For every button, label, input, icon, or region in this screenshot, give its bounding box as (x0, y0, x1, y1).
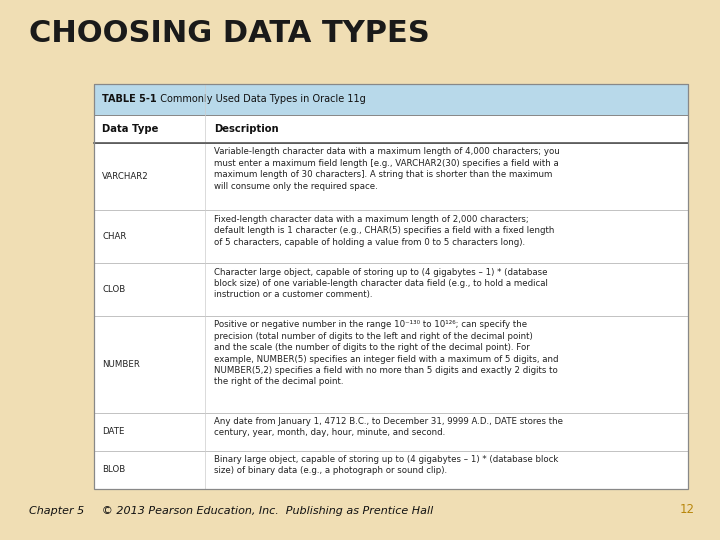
Text: CHAR: CHAR (102, 232, 127, 241)
Bar (94, 84, 688, 115)
Text: DATE: DATE (102, 427, 125, 436)
Text: Any date from January 1, 4712 B.C., to December 31, 9999 A.D., DATE stores the
c: Any date from January 1, 4712 B.C., to D… (214, 417, 563, 437)
Bar (94, 143, 688, 489)
Text: Binary large object, capable of storing up to (4 gigabytes – 1) * (database bloc: Binary large object, capable of storing … (214, 455, 558, 475)
Text: Fixed-length character data with a maximum length of 2,000 characters;
default l: Fixed-length character data with a maxim… (214, 215, 554, 247)
Text: Positive or negative number in the range 10⁻¹³⁰ to 10¹²⁶; can specify the
precis: Positive or negative number in the range… (214, 320, 558, 387)
Text: Chapter 5     © 2013 Pearson Education, Inc.  Publishing as Prentice Hall: Chapter 5 © 2013 Pearson Education, Inc.… (29, 505, 433, 516)
Text: Data Type: Data Type (102, 124, 158, 134)
Text: Description: Description (214, 124, 279, 134)
Text: Character large object, capable of storing up to (4 gigabytes – 1) * (database
b: Character large object, capable of stori… (214, 267, 548, 299)
Bar (94, 115, 688, 143)
Bar (94, 84, 688, 489)
Text: 12: 12 (680, 503, 695, 516)
Text: CLOB: CLOB (102, 285, 125, 294)
Text: TABLE 5-1: TABLE 5-1 (102, 94, 157, 104)
Text: CHOOSING DATA TYPES: CHOOSING DATA TYPES (29, 19, 430, 48)
Text: Commonly Used Data Types in Oracle 11g: Commonly Used Data Types in Oracle 11g (154, 94, 366, 104)
Text: BLOB: BLOB (102, 465, 125, 474)
Text: Variable-length character data with a maximum length of 4,000 characters; you
mu: Variable-length character data with a ma… (214, 147, 559, 191)
Text: NUMBER: NUMBER (102, 360, 140, 369)
Text: VARCHAR2: VARCHAR2 (102, 172, 149, 181)
